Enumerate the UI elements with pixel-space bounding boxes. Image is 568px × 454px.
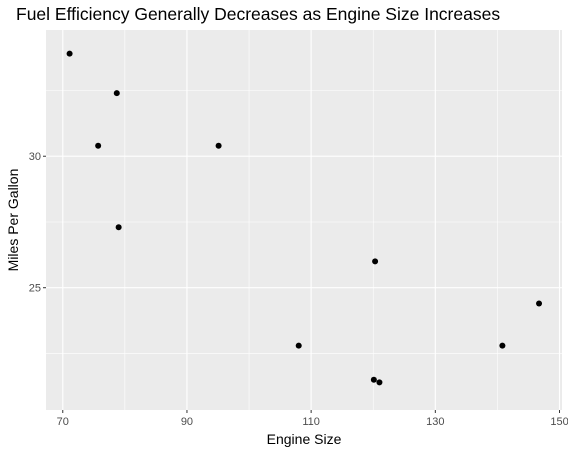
data-point [536,300,543,307]
x-tick-label: 110 [302,416,320,428]
x-tick-label: 70 [57,416,69,428]
x-axis-title: Engine Size [267,431,342,447]
plot-panel [46,30,562,410]
data-point [295,342,302,349]
y-tick-label: 25 [29,283,41,295]
x-tick-label: 90 [181,416,193,428]
x-tick-label: 150 [550,416,568,428]
axis-ticks: 70 90 110 130 150 25 30 [29,151,568,428]
data-point [370,376,377,383]
data-point [95,142,102,149]
chart-title: Fuel Efficiency Generally Decreases as E… [16,4,501,24]
grid-lines [46,30,562,410]
data-point [215,142,222,149]
data-point [66,50,73,57]
data-point [499,342,506,349]
data-point [376,379,383,386]
data-points [66,50,543,386]
y-tick-label: 30 [29,151,41,163]
data-point [115,224,122,231]
x-tick-label: 130 [426,416,444,428]
data-point [113,90,120,97]
data-point [372,258,379,265]
y-axis-title: Miles Per Gallon [5,169,21,272]
